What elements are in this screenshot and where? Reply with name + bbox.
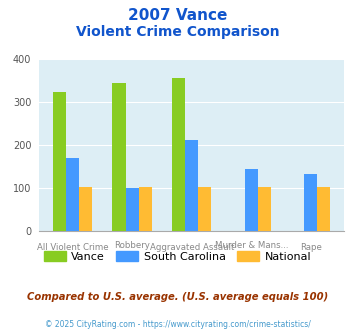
Legend: Vance, South Carolina, National: Vance, South Carolina, National: [39, 247, 316, 267]
Text: All Violent Crime: All Violent Crime: [37, 243, 108, 252]
Text: 2007 Vance: 2007 Vance: [128, 8, 227, 23]
Text: Rape: Rape: [300, 243, 322, 252]
Bar: [66, 158, 79, 231]
Bar: [126, 188, 139, 231]
Bar: [245, 169, 258, 231]
Bar: [185, 140, 198, 231]
Bar: [317, 187, 331, 231]
Bar: [304, 174, 317, 231]
Bar: [113, 83, 126, 231]
Text: Violent Crime Comparison: Violent Crime Comparison: [76, 25, 279, 39]
Text: Compared to U.S. average. (U.S. average equals 100): Compared to U.S. average. (U.S. average …: [27, 292, 328, 302]
Bar: [198, 187, 211, 231]
Bar: [79, 187, 92, 231]
Bar: [53, 91, 66, 231]
Text: Aggravated Assault: Aggravated Assault: [149, 243, 234, 252]
Bar: [258, 187, 271, 231]
Bar: [139, 187, 152, 231]
Bar: [172, 78, 185, 231]
Text: © 2025 CityRating.com - https://www.cityrating.com/crime-statistics/: © 2025 CityRating.com - https://www.city…: [45, 320, 310, 329]
